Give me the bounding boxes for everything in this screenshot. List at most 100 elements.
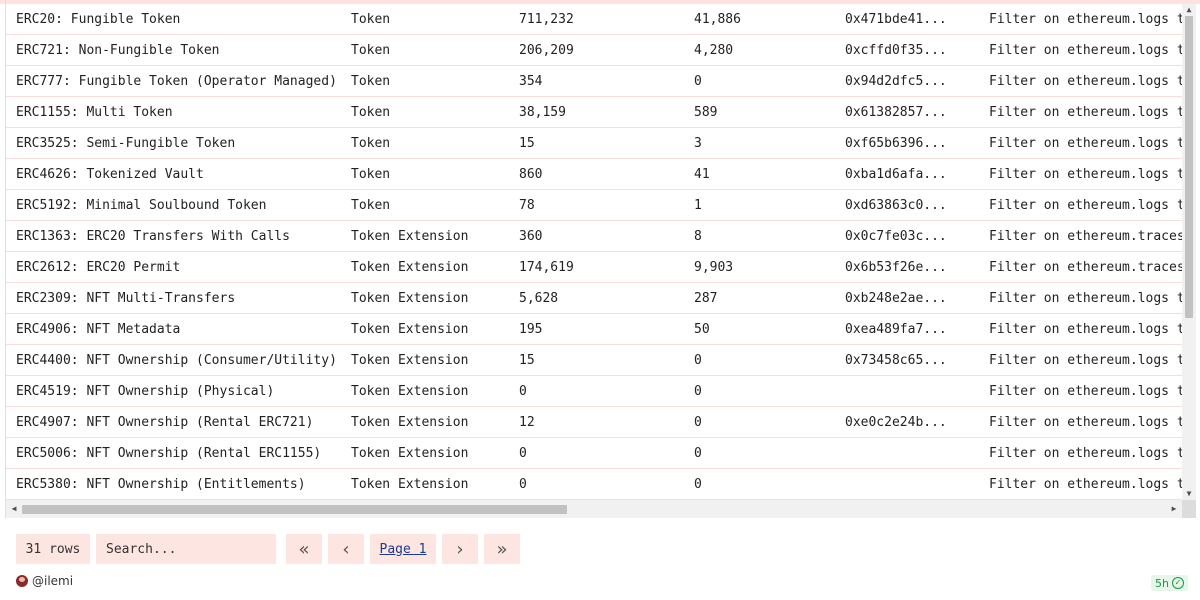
cell-contract-address: 0x73458c65... <box>835 344 979 376</box>
table-row: ERC4400: NFT Ownership (Consumer/Utility… <box>6 344 1182 376</box>
cell-contract-address <box>835 375 979 407</box>
table-row: ERC4519: NFT Ownership (Physical) Token E… <box>6 375 1182 407</box>
cell-category: Token Extension <box>341 344 509 376</box>
cell-secondary-count: 3 <box>684 127 835 159</box>
scroll-right-icon[interactable]: ▶ <box>1171 504 1177 513</box>
horizontal-scrollbar[interactable]: ◀ ▶ <box>6 500 1182 518</box>
cell-contract-address: 0xf65b6396... <box>835 127 979 159</box>
cell-filter-method: Filter on ethereum.traces <box>979 220 1182 252</box>
table-row: ERC4906: NFT Metadata Token Extension 195 5… <box>6 313 1182 345</box>
cell-contract-address: 0xb248e2ae... <box>835 282 979 314</box>
search-input[interactable] <box>96 534 276 564</box>
cell-total-count: 174,619 <box>509 251 684 283</box>
results-table-container: ERC20: Fungible Token Token 711,232 41,886 0… <box>5 0 1196 518</box>
scroll-left-icon[interactable]: ◀ <box>11 504 17 513</box>
cell-total-count: 0 <box>509 375 684 407</box>
horizontal-scroll-thumb[interactable] <box>22 505 567 514</box>
cell-contract-address: 0x0c7fe03c... <box>835 220 979 252</box>
results-table-viewport: ERC20: Fungible Token Token 711,232 41,886 0… <box>6 4 1182 500</box>
table-row: ERC2612: ERC20 Permit Token Extension 174,… <box>6 251 1182 283</box>
cell-contract-address: 0xba1d6afa... <box>835 158 979 190</box>
cell-standard-name: ERC4906: NFT Metadata <box>6 313 341 345</box>
cell-total-count: 360 <box>509 220 684 252</box>
cell-category: Token Extension <box>341 375 509 407</box>
cell-total-count: 78 <box>509 189 684 221</box>
cell-secondary-count: 0 <box>684 375 835 407</box>
cell-filter-method: Filter on ethereum.logs t <box>979 344 1182 376</box>
cell-total-count: 38,159 <box>509 96 684 128</box>
cell-category: Token Extension <box>341 220 509 252</box>
cell-category: Token Extension <box>341 437 509 469</box>
check-circle-icon: ✓ <box>1172 577 1184 589</box>
table-row: ERC5006: NFT Ownership (Rental ERC1155) T… <box>6 437 1182 469</box>
cell-filter-method: Filter on ethereum.traces <box>979 251 1182 283</box>
cell-total-count: 15 <box>509 344 684 376</box>
cell-total-count: 0 <box>509 468 684 500</box>
cell-total-count: 5,628 <box>509 282 684 314</box>
cell-contract-address: 0xea489fa7... <box>835 313 979 345</box>
cell-standard-name: ERC4519: NFT Ownership (Physical) <box>6 375 341 407</box>
table-row: ERC2309: NFT Multi-Transfers Token Extens… <box>6 282 1182 314</box>
cell-category: Token Extension <box>341 406 509 438</box>
cell-contract-address <box>835 468 979 500</box>
cell-filter-method: Filter on ethereum.logs t <box>979 437 1182 469</box>
cell-standard-name: ERC3525: Semi-Fungible Token <box>6 127 341 159</box>
previous-page-icon[interactable]: ‹ <box>328 534 364 564</box>
next-page-icon[interactable]: › <box>442 534 478 564</box>
cell-secondary-count: 41,886 <box>684 4 835 35</box>
author-footer[interactable]: @ilemi <box>16 574 73 588</box>
cell-secondary-count: 0 <box>684 344 835 376</box>
cell-total-count: 0 <box>509 437 684 469</box>
cell-category: Token <box>341 4 509 35</box>
cell-total-count: 860 <box>509 158 684 190</box>
scroll-down-icon[interactable]: ▼ <box>1186 489 1192 498</box>
cell-total-count: 15 <box>509 127 684 159</box>
vertical-scroll-thumb[interactable] <box>1185 16 1193 318</box>
cell-secondary-count: 8 <box>684 220 835 252</box>
cell-filter-method: Filter on ethereum.logs t <box>979 4 1182 35</box>
cell-standard-name: ERC5380: NFT Ownership (Entitlements) <box>6 468 341 500</box>
cell-secondary-count: 4,280 <box>684 34 835 66</box>
cell-filter-method: Filter on ethereum.logs t <box>979 158 1182 190</box>
last-page-icon[interactable]: » <box>484 534 520 564</box>
query-age: 5h <box>1155 576 1169 590</box>
cell-filter-method: Filter on ethereum.logs t <box>979 282 1182 314</box>
cell-total-count: 195 <box>509 313 684 345</box>
first-page-icon[interactable]: « <box>286 534 322 564</box>
cell-category: Token Extension <box>341 313 509 345</box>
cell-standard-name: ERC20: Fungible Token <box>6 4 341 35</box>
pagination-bar: 31 rows « ‹ Page 1 › » <box>16 534 520 564</box>
cell-standard-name: ERC4626: Tokenized Vault <box>6 158 341 190</box>
cell-total-count: 206,209 <box>509 34 684 66</box>
cell-secondary-count: 0 <box>684 406 835 438</box>
results-table: ERC20: Fungible Token Token 711,232 41,886 0… <box>6 4 1182 500</box>
cell-standard-name: ERC777: Fungible Token (Operator Managed… <box>6 65 341 97</box>
table-row: ERC1363: ERC20 Transfers With Calls Token… <box>6 220 1182 252</box>
vertical-scrollbar[interactable]: ▲ ▼ <box>1182 4 1196 500</box>
cell-total-count: 711,232 <box>509 4 684 35</box>
results-table-body: ERC20: Fungible Token Token 711,232 41,886 0… <box>6 4 1182 500</box>
table-row: ERC5192: Minimal Soulbound Token Token 78 1… <box>6 189 1182 221</box>
cell-filter-method: Filter on ethereum.logs t <box>979 468 1182 500</box>
cell-secondary-count: 50 <box>684 313 835 345</box>
cell-contract-address <box>835 437 979 469</box>
cell-standard-name: ERC4400: NFT Ownership (Consumer/Utility… <box>6 344 341 376</box>
cell-standard-name: ERC2309: NFT Multi-Transfers <box>6 282 341 314</box>
avatar[interactable] <box>16 575 28 587</box>
cell-filter-method: Filter on ethereum.logs t <box>979 96 1182 128</box>
cell-filter-method: Filter on ethereum.logs t <box>979 127 1182 159</box>
cell-category: Token Extension <box>341 251 509 283</box>
cell-secondary-count: 287 <box>684 282 835 314</box>
current-page-link[interactable]: Page 1 <box>370 534 436 564</box>
cell-filter-method: Filter on ethereum.logs t <box>979 313 1182 345</box>
cell-standard-name: ERC5006: NFT Ownership (Rental ERC1155) <box>6 437 341 469</box>
cell-secondary-count: 41 <box>684 158 835 190</box>
scroll-up-icon[interactable]: ▲ <box>1186 5 1192 14</box>
cell-contract-address: 0xcffd0f35... <box>835 34 979 66</box>
table-row: ERC3525: Semi-Fungible Token Token 15 3 0xf6… <box>6 127 1182 159</box>
cell-category: Token Extension <box>341 282 509 314</box>
cell-secondary-count: 0 <box>684 468 835 500</box>
author-name[interactable]: @ilemi <box>32 574 74 588</box>
table-row: ERC5380: NFT Ownership (Entitlements) Tok… <box>6 468 1182 500</box>
cell-standard-name: ERC4907: NFT Ownership (Rental ERC721) <box>6 406 341 438</box>
